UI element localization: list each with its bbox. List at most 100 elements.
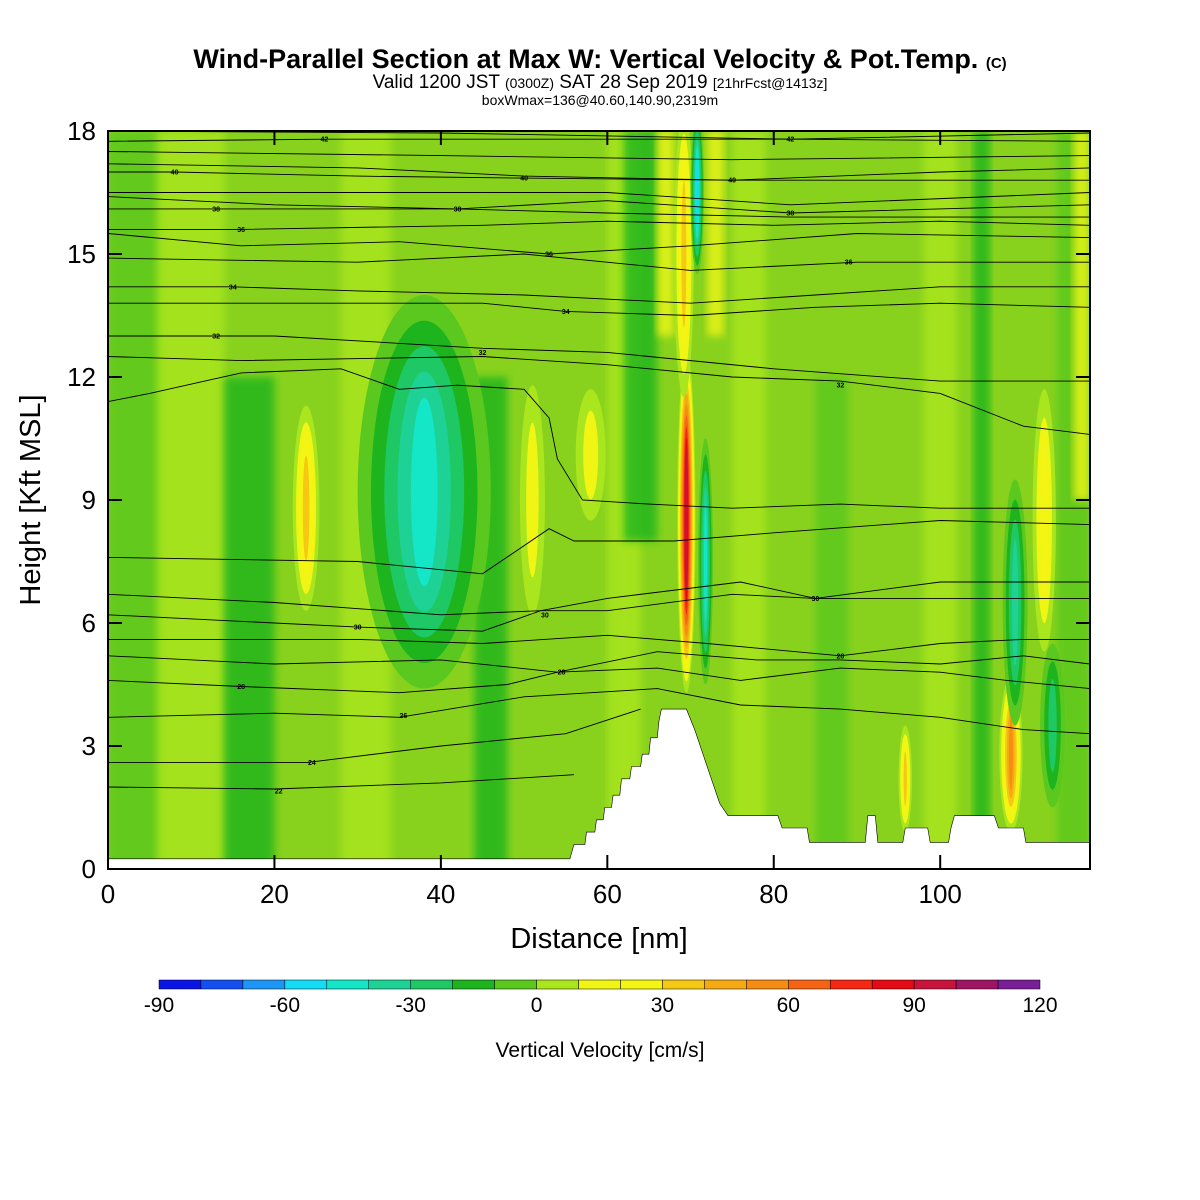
colorbar-tick-label: 30 (651, 994, 674, 1017)
colorbar-swatch (704, 979, 747, 990)
colorbar-swatch (578, 979, 621, 990)
velocity-cell (583, 410, 599, 500)
colorbar-swatch (913, 979, 957, 990)
y-tick-label: 0 (82, 854, 96, 884)
contour-label: 32 (212, 334, 220, 341)
theta-contour (108, 151, 1090, 161)
chart-title-text: Wind-Parallel Section at Max W: Vertical… (193, 44, 979, 74)
colorbar-swatch (242, 979, 286, 990)
colorbar-swatch (200, 979, 244, 990)
colorbar-tick-label: 90 (902, 994, 925, 1017)
x-tick-label: 60 (593, 879, 622, 909)
contour-label: 42 (320, 137, 328, 144)
x-axis: 0 20 40 60 80 100 (101, 131, 962, 909)
valid-utc: (0300Z) (504, 75, 554, 91)
y-axis-label: Height [Kft MSL] (15, 394, 47, 605)
colorbar-tick-label: 60 (777, 994, 800, 1017)
contour-label: 32 (836, 383, 844, 390)
contour-label: 28 (237, 684, 245, 691)
box-info: boxWmax=136@40.60,140.90,2319m (481, 92, 719, 108)
copyright-mark: (C) (985, 55, 1007, 72)
velocity-cell (1008, 718, 1013, 790)
texture-band (707, 131, 724, 336)
velocity-cell (1048, 679, 1057, 772)
texture-band (973, 131, 991, 869)
theta-contour (108, 368, 1090, 509)
contour-label: 24 (308, 760, 316, 767)
theta-contour (108, 220, 1090, 230)
theta-contour (108, 196, 1090, 214)
texture-band (623, 131, 658, 541)
contour-label: 32 (479, 350, 487, 357)
chart-title: Wind-Parallel Section at Max W: Vertical… (0, 44, 1200, 75)
velocity-cell (903, 751, 907, 807)
texture-band (923, 131, 957, 869)
y-tick-label: 18 (67, 116, 96, 146)
theta-contour (108, 688, 1090, 735)
colorbar-tick-label: -30 (396, 994, 426, 1017)
contour-label: 22 (275, 789, 283, 796)
x-tick-label: 80 (759, 879, 788, 909)
colorbar-tick-label: 0 (531, 994, 543, 1017)
colorbar-swatch (326, 979, 370, 990)
theta-contour (108, 356, 1090, 435)
contour-label: 42 (787, 137, 795, 144)
theta-contour (108, 253, 1090, 271)
theta-contour (108, 651, 1090, 673)
velocity-features (292, 131, 1066, 833)
x-tick-label: 20 (260, 879, 289, 909)
colorbar-swatch (536, 979, 579, 990)
colorbar-swatch (158, 979, 202, 990)
velocity-cell (302, 455, 310, 561)
plot-area: 22 24 26 28 28 28 30 30 30 32 32 32 34 34 36 36 36 38 38 38… (108, 131, 1090, 869)
y-tick-label: 6 (82, 608, 96, 638)
colorbar-tick-label: -60 (270, 994, 300, 1017)
contour-label: 30 (541, 612, 549, 619)
colorbar-swatch (955, 979, 999, 990)
contour-label: 28 (558, 670, 566, 677)
contour-label: 38 (454, 206, 462, 213)
colorbar: -90 -60 -30 0 30 60 90 120 (144, 979, 1058, 1017)
valid-prefix: Valid 1200 JST (372, 72, 500, 93)
theta-contour (108, 335, 1090, 382)
x-tick-label: 40 (426, 879, 455, 909)
texture-band (1073, 131, 1090, 500)
theta-contour (108, 163, 1090, 181)
contour-label: 30 (354, 625, 362, 632)
y-tick-label: 15 (67, 239, 96, 269)
theta-contour (108, 286, 1090, 304)
velocity-cell (1011, 539, 1019, 666)
velocity-cell (696, 154, 699, 231)
x-tick-label: 100 (919, 879, 962, 909)
colorbar-tick-label: 120 (1022, 994, 1057, 1017)
contour-label: 34 (229, 284, 237, 291)
theta-contour (108, 192, 1090, 206)
theta-contour (108, 708, 641, 763)
velocity-cell (704, 502, 708, 621)
theta-contours: 22 24 26 28 28 28 30 30 30 32 32 32 34 34 36 36 36 38 38 38… (108, 131, 1090, 796)
velocity-cell (526, 422, 539, 578)
velocity-cell (685, 449, 688, 592)
theta-contour (108, 233, 1090, 255)
contour-label: 36 (237, 227, 245, 234)
theta-contour (108, 667, 1090, 694)
x-tick-label: 0 (101, 879, 115, 909)
colorbar-swatch (620, 979, 663, 990)
texture-band (657, 131, 674, 336)
contour-label: 26 (400, 713, 408, 720)
theta-contour (108, 774, 575, 790)
x-axis-label: Distance [nm] (510, 923, 687, 955)
contour-label: 40 (171, 170, 179, 177)
colorbar-swatch (871, 979, 915, 990)
contour-label: 38 (212, 206, 220, 213)
contour-label: 36 (845, 260, 853, 267)
contour-label: 40 (728, 178, 736, 185)
velocity-cell (1040, 446, 1049, 595)
colorbar-swatch (662, 979, 705, 990)
y-tick-label: 9 (82, 485, 96, 515)
theta-contour (108, 208, 1090, 218)
colorbar-swatch (829, 979, 873, 990)
colorbar-swatch (494, 979, 537, 990)
valid-time-line: Valid 1200 JST (0300Z) SAT 28 Sep 2019 [… (0, 72, 1200, 94)
